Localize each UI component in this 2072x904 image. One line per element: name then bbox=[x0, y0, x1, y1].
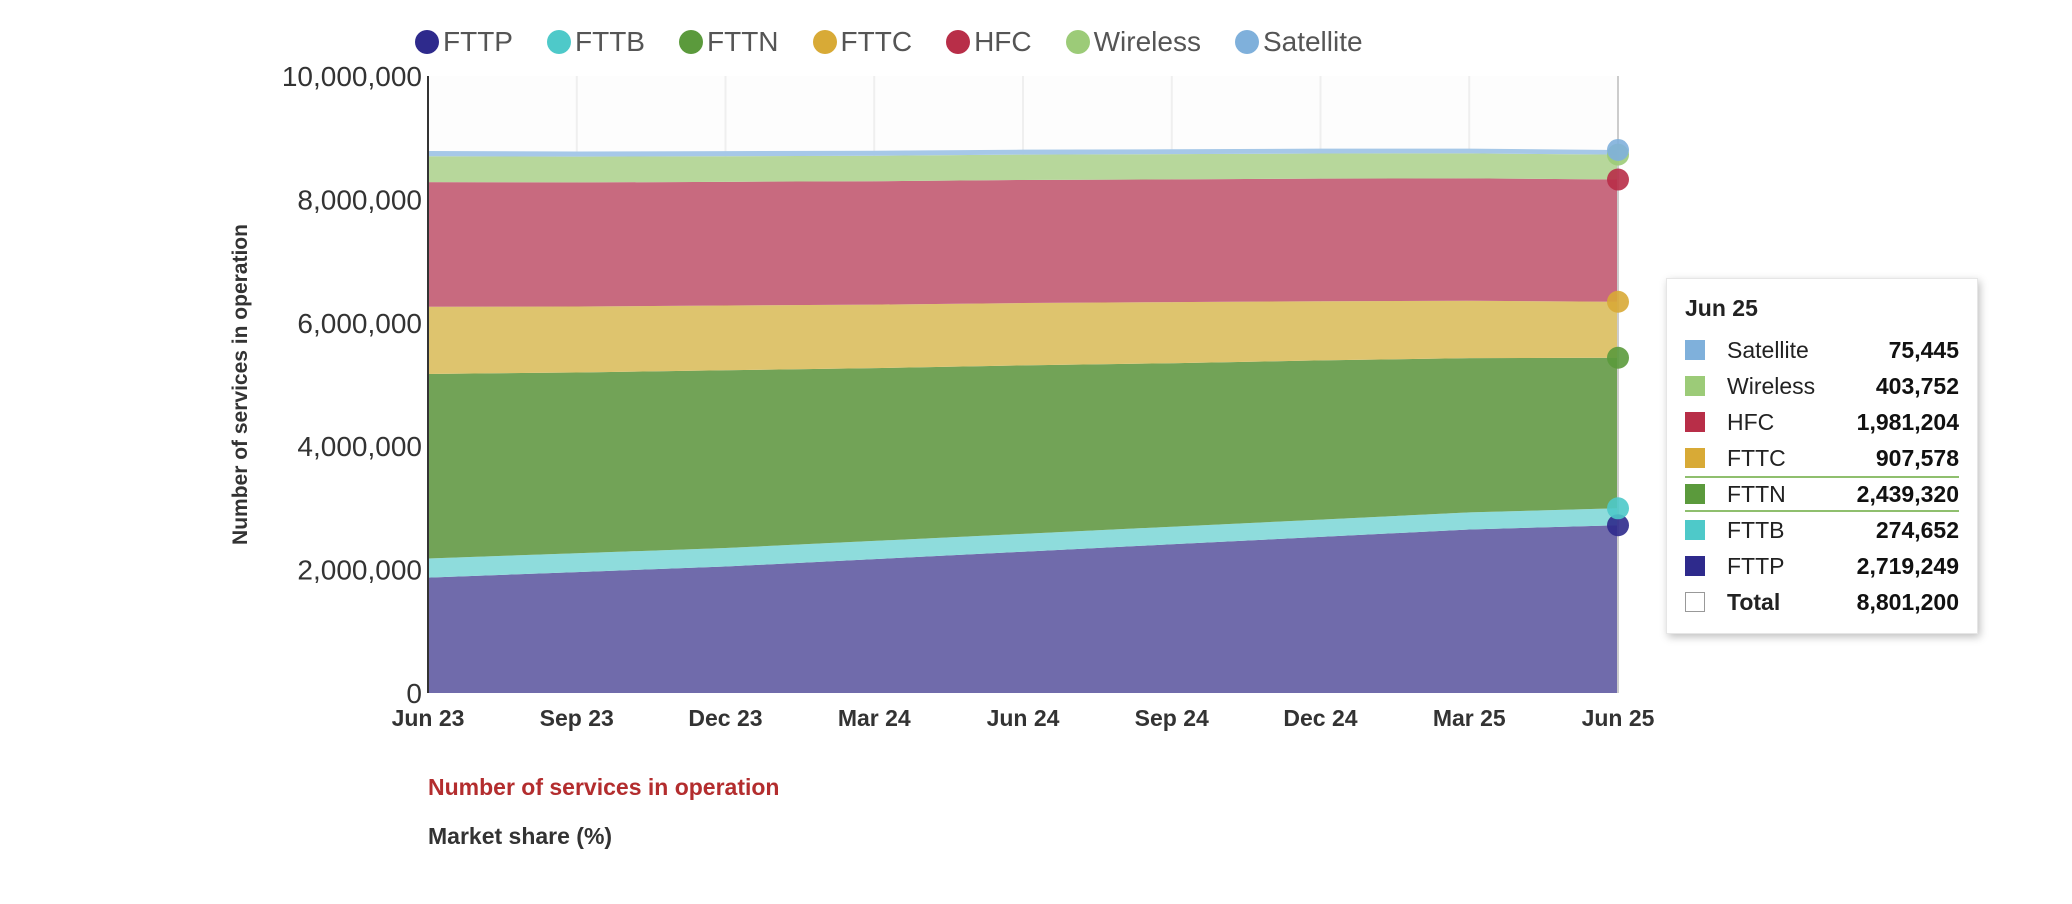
fttc-swatch-icon bbox=[1685, 448, 1705, 468]
legend-item-wireless[interactable]: Wireless bbox=[1065, 26, 1201, 58]
legend-item-fttn[interactable]: FTTN bbox=[679, 26, 779, 58]
area-fttp bbox=[428, 525, 1618, 693]
tooltip-total-row: Total 8,801,200 bbox=[1685, 584, 1959, 620]
y-tick-label: 6,000,000 bbox=[297, 308, 422, 339]
y-axis-title: Number of services in operation bbox=[229, 224, 252, 545]
fttn-swatch-icon bbox=[1685, 484, 1705, 504]
wireless-swatch-icon bbox=[1685, 376, 1705, 396]
legend-label: FTTP bbox=[443, 26, 513, 57]
fttb-dot-icon bbox=[547, 30, 571, 54]
marker-fttn bbox=[1607, 346, 1629, 369]
fttp-swatch-icon bbox=[1685, 556, 1705, 576]
marker-hfc bbox=[1607, 168, 1629, 191]
x-tick-label: Mar 25 bbox=[1433, 705, 1506, 731]
legend-label: HFC bbox=[974, 26, 1032, 57]
satellite-swatch-icon bbox=[1685, 340, 1705, 360]
tooltip-row-name: HFC bbox=[1727, 408, 1775, 435]
legend-item-hfc[interactable]: HFC bbox=[946, 26, 1032, 58]
tooltip-row: HFC 1,981,204 bbox=[1685, 404, 1959, 440]
tooltip-total-value: 8,801,200 bbox=[1856, 588, 1959, 615]
tooltip-row: FTTP 2,719,249 bbox=[1685, 548, 1959, 584]
services-in-operation-link[interactable]: Number of services in operation bbox=[428, 774, 780, 800]
legend-label: Wireless bbox=[1093, 26, 1201, 57]
legend-label: FTTB bbox=[575, 26, 645, 57]
y-tick-label: 4,000,000 bbox=[297, 431, 422, 462]
area-fttc bbox=[428, 300, 1618, 375]
wireless-dot-icon bbox=[1065, 30, 1090, 54]
marker-fttp bbox=[1607, 514, 1629, 537]
tooltip-row-name: FTTC bbox=[1727, 444, 1786, 471]
marker-fttb bbox=[1607, 497, 1629, 520]
tooltip-row-name: FTTN bbox=[1727, 480, 1786, 507]
x-tick-label: Dec 23 bbox=[688, 705, 762, 731]
y-tick-label: 2,000,000 bbox=[297, 555, 422, 586]
area-fttb bbox=[428, 508, 1618, 578]
view-switcher: Number of services in operation Market s… bbox=[428, 774, 779, 850]
y-tick-label: 8,000,000 bbox=[297, 184, 422, 215]
x-tick-label: Jun 25 bbox=[1582, 705, 1655, 731]
x-tick-label: Dec 24 bbox=[1283, 705, 1357, 731]
tooltip-row: FTTC 907,578 bbox=[1685, 440, 1959, 476]
tooltip-row: Satellite 75,445 bbox=[1685, 332, 1959, 368]
tooltip-row-name: Wireless bbox=[1727, 372, 1816, 399]
area-fttn bbox=[428, 357, 1618, 559]
tooltip-row-value: 1,981,204 bbox=[1856, 408, 1959, 435]
market-share-link[interactable]: Market share (%) bbox=[428, 823, 613, 849]
x-tick-label: Sep 23 bbox=[540, 705, 614, 731]
x-tick-label: Jun 23 bbox=[392, 705, 465, 731]
fttb-swatch-icon bbox=[1685, 520, 1705, 540]
tooltip-row-highlighted: FTTN 2,439,320 bbox=[1685, 476, 1959, 512]
x-tick-label: Jun 24 bbox=[987, 705, 1060, 731]
legend-label: Satellite bbox=[1262, 26, 1363, 57]
fttn-dot-icon bbox=[679, 30, 703, 54]
tooltip-row-value: 403,752 bbox=[1875, 372, 1959, 399]
legend-item-satellite[interactable]: Satellite bbox=[1234, 26, 1363, 58]
area-hfc bbox=[428, 178, 1618, 307]
marker-fttc bbox=[1607, 290, 1629, 313]
legend-item-fttp[interactable]: FTTP bbox=[415, 26, 513, 58]
legend-label: FTTN bbox=[707, 26, 779, 57]
hfc-swatch-icon bbox=[1685, 412, 1705, 432]
tooltip-total-label: Total bbox=[1727, 588, 1781, 615]
tooltip-row-value: 907,578 bbox=[1875, 444, 1959, 471]
tooltip-row: Wireless 403,752 bbox=[1685, 368, 1959, 404]
marker-satellite bbox=[1607, 138, 1629, 161]
area-satellite bbox=[428, 148, 1618, 157]
tooltip-title: Jun 25 bbox=[1685, 295, 1758, 321]
hfc-dot-icon bbox=[946, 30, 971, 54]
tooltip-row: FTTB 274,652 bbox=[1685, 512, 1959, 548]
legend-item-fttb[interactable]: FTTB bbox=[547, 26, 645, 58]
area-wireless bbox=[428, 153, 1618, 183]
tooltip-row-name: FTTB bbox=[1727, 516, 1785, 543]
fttc-dot-icon bbox=[812, 30, 837, 54]
legend-label: FTTC bbox=[840, 26, 913, 57]
tooltip-row-value: 2,719,249 bbox=[1856, 552, 1959, 579]
legend-item-fttc[interactable]: FTTC bbox=[812, 26, 913, 58]
tooltip-row-name: FTTP bbox=[1727, 552, 1785, 579]
data-tooltip: Jun 25 Satellite 75,445 Wireless 403,752… bbox=[1666, 278, 1978, 634]
tooltip-row-value: 2,439,320 bbox=[1856, 480, 1959, 507]
fttp-dot-icon bbox=[415, 30, 439, 54]
tooltip-row-value: 75,445 bbox=[1888, 336, 1959, 363]
y-tick-label: 10,000,000 bbox=[282, 61, 422, 92]
satellite-dot-icon bbox=[1234, 30, 1259, 54]
total-swatch-icon bbox=[1685, 592, 1705, 612]
tooltip-row-value: 274,652 bbox=[1875, 516, 1959, 543]
x-tick-label: Sep 24 bbox=[1135, 705, 1209, 731]
y-tick-label: 0 bbox=[406, 678, 422, 709]
chart-legend: FTTP FTTB FTTN FTTC HFC Wireless Satelli… bbox=[415, 26, 1397, 58]
tooltip-row-name: Satellite bbox=[1727, 336, 1809, 363]
x-tick-label: Mar 24 bbox=[838, 705, 911, 731]
